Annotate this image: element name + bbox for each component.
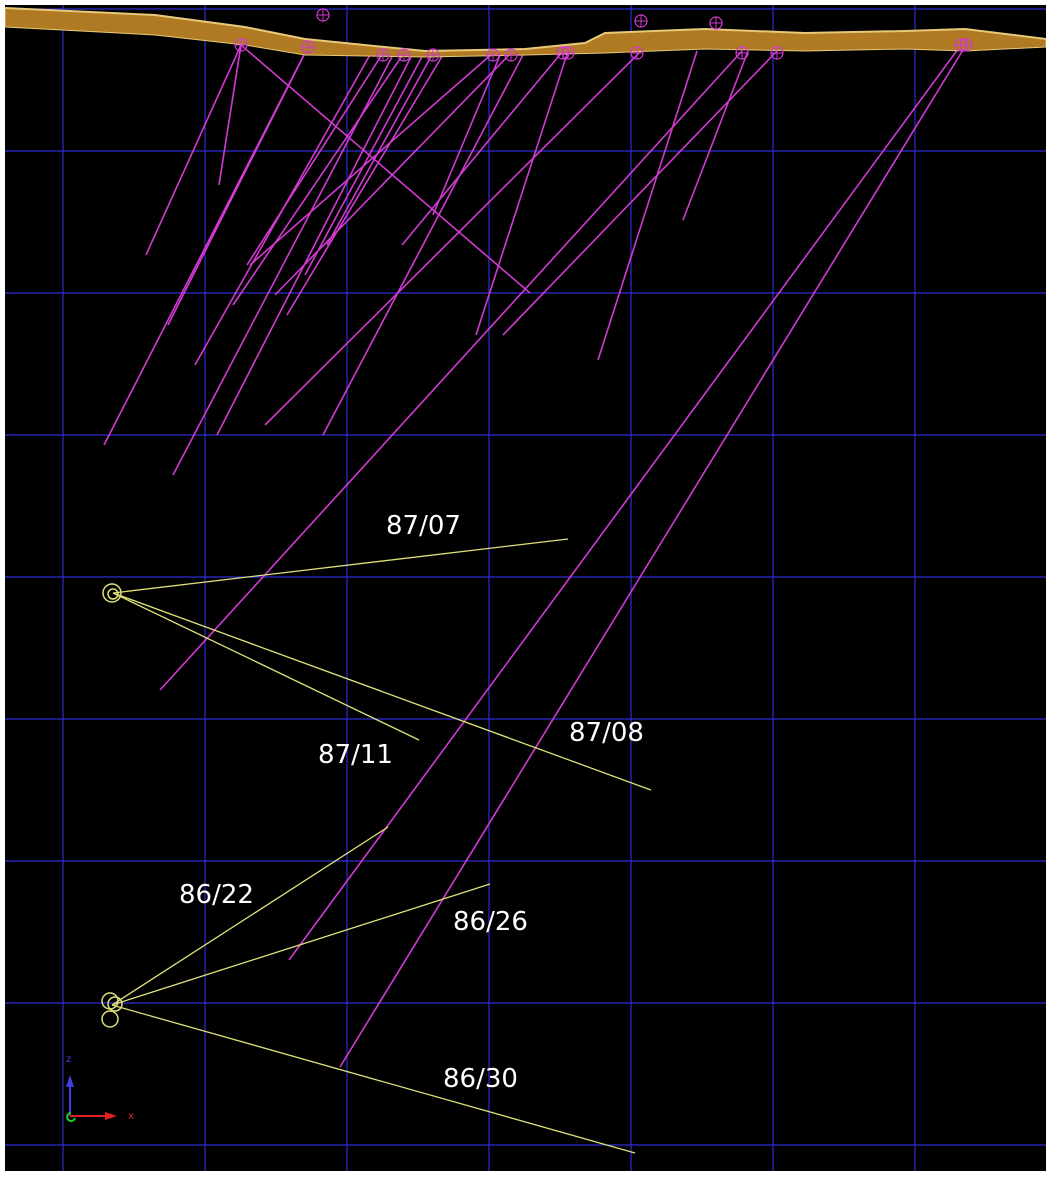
collar-crosshair-marker[interactable]: [397, 48, 411, 62]
surface-drillhole-trace[interactable]: [304, 52, 425, 276]
surface-drillhole-trace[interactable]: [597, 50, 698, 361]
collar-crosshair-marker[interactable]: [770, 46, 784, 60]
collar-crosshair-marker[interactable]: [561, 46, 575, 60]
surface-collar-markers: [234, 8, 973, 62]
collar-crosshair-marker[interactable]: [709, 16, 723, 30]
grid-lines: [5, 5, 1046, 1171]
surface-drillhole-trace[interactable]: [103, 46, 309, 446]
surface-drillhole-trace[interactable]: [475, 50, 569, 336]
label-87-07: 87/07: [386, 511, 461, 541]
topography-crest: [5, 7, 1046, 53]
surface-drillhole-trace[interactable]: [216, 52, 414, 436]
surface-drillhole-trace[interactable]: [264, 50, 642, 426]
drillhole-87-11-trace[interactable]: [112, 592, 420, 741]
label-86-30: 86/30: [443, 1064, 518, 1094]
surface-drillhole-trace[interactable]: [288, 44, 962, 961]
x-axis-arrowhead: [105, 1112, 117, 1120]
surface-drillhole-trace[interactable]: [274, 52, 512, 296]
collar-crosshair-marker[interactable]: [486, 48, 500, 62]
surface-drillhole-traces: [103, 44, 967, 1068]
label-86-26: 86/26: [453, 907, 528, 937]
collar-crosshair-marker[interactable]: [426, 48, 440, 62]
surface-drillhole-trace[interactable]: [159, 50, 743, 691]
drillhole-86-30-trace[interactable]: [111, 1004, 636, 1154]
surface-drillhole-trace[interactable]: [145, 44, 242, 256]
surface-drillhole-trace[interactable]: [246, 52, 384, 266]
surface-drillhole-trace[interactable]: [232, 52, 405, 306]
surface-drillhole-trace[interactable]: [249, 52, 494, 266]
surface-drillhole-trace[interactable]: [240, 44, 531, 294]
collar-crosshair-marker[interactable]: [735, 46, 749, 60]
collar-crosshair-marker[interactable]: [630, 46, 644, 60]
surface-drillhole-trace[interactable]: [432, 52, 502, 216]
z-axis-arrowhead: [66, 1075, 74, 1087]
drillhole-87-07-trace[interactable]: [112, 538, 569, 594]
surface-drillhole-trace[interactable]: [322, 52, 525, 436]
drillhole-86-22-trace[interactable]: [111, 826, 389, 1006]
collar-lower-a[interactable]: [101, 992, 119, 1010]
collar-upper-inner: [107, 588, 119, 600]
label-86-22: 86/22: [179, 880, 254, 910]
collar-crosshair-marker[interactable]: [234, 38, 248, 52]
collar-upper-outer[interactable]: [102, 583, 122, 603]
z-axis-label: z: [66, 1054, 71, 1065]
collar-crosshair-marker[interactable]: [301, 40, 315, 54]
drillhole-87-08-trace[interactable]: [112, 592, 652, 791]
3d-viewport[interactable]: 87/07 87/11 87/08 86/22 86/26 86/30 z x: [5, 5, 1046, 1171]
x-axis-label: x: [128, 1111, 134, 1122]
label-87-08: 87/08: [569, 718, 644, 748]
surface-drillhole-trace[interactable]: [218, 44, 242, 186]
drillhole-labels: 87/07 87/11 87/08 86/22 86/26 86/30: [179, 511, 644, 1094]
surface-drillhole-trace[interactable]: [326, 52, 434, 246]
drillhole-86-26-trace[interactable]: [111, 883, 491, 1006]
underground-collars: [101, 583, 123, 1028]
surface-drillhole-trace[interactable]: [339, 44, 967, 1068]
collar-crosshair-marker[interactable]: [634, 14, 648, 28]
section-view-canvas: 87/07 87/11 87/08 86/22 86/26 86/30 z x: [5, 5, 1046, 1171]
topography-surface: [5, 7, 1046, 58]
collar-lower-c[interactable]: [101, 1010, 119, 1028]
axis-triad: z x: [66, 1054, 134, 1122]
surface-drillhole-trace[interactable]: [401, 50, 564, 246]
collar-crosshair-marker[interactable]: [959, 38, 973, 52]
y-axis-indicator: [66, 1112, 76, 1122]
collar-lower-b: [107, 996, 123, 1012]
label-87-11: 87/11: [318, 740, 393, 770]
collar-crosshair-marker[interactable]: [504, 48, 518, 62]
surface-drillhole-trace[interactable]: [682, 50, 749, 221]
underground-drillhole-traces: [111, 538, 652, 1154]
surface-drillhole-trace[interactable]: [502, 50, 778, 336]
surface-drillhole-trace[interactable]: [286, 52, 445, 316]
collar-crosshair-marker[interactable]: [316, 8, 330, 22]
collar-crosshair-marker[interactable]: [376, 48, 390, 62]
